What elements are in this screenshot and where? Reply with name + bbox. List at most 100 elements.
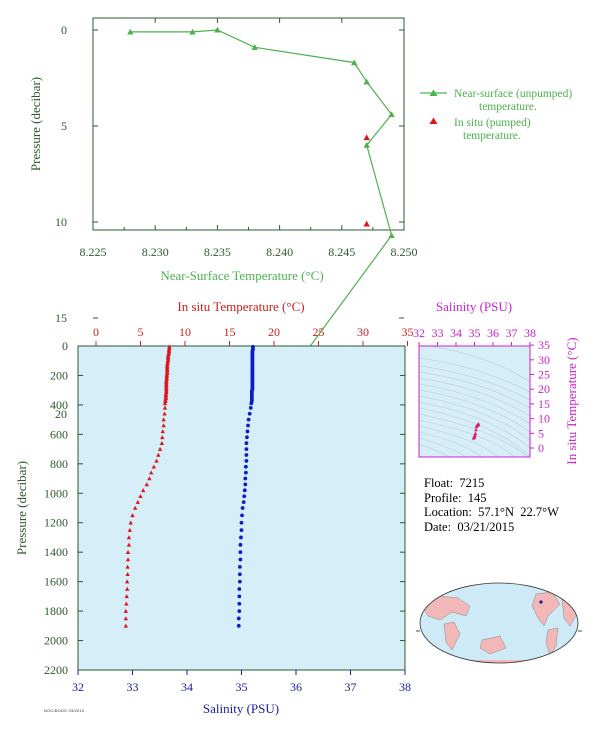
salinity-point xyxy=(243,476,248,481)
temperature-point xyxy=(124,586,130,591)
pressure-tick-label: 600 xyxy=(50,427,68,441)
pressure-tick-label: 0 xyxy=(62,339,68,353)
density-contour xyxy=(419,443,451,457)
legend-near-surface-label: Near-surface (unpumped) temperature. xyxy=(454,88,575,113)
density-contour xyxy=(419,377,530,417)
near-surface-point xyxy=(214,26,221,33)
ts-point xyxy=(473,431,478,435)
ts-point xyxy=(476,421,481,426)
near-surface-point xyxy=(189,28,196,35)
top-y-tick-label: 20 xyxy=(55,407,67,421)
top-x-tick-label: 8.245 xyxy=(328,245,355,259)
in-situ-point xyxy=(363,134,370,141)
temperature-tick-label: 20 xyxy=(268,325,280,339)
salinity-point xyxy=(236,623,241,628)
density-contour xyxy=(419,395,530,441)
salinity-point xyxy=(247,411,252,416)
profile-number: Profile: 145 xyxy=(424,490,487,505)
profile-chart: 0 5 10 15 20 25 30 35 32 33 34 35 36 37 38 0 200 400 600… xyxy=(14,299,414,716)
salinity-point xyxy=(238,542,243,547)
salinity-point xyxy=(246,423,250,428)
temperature-point xyxy=(144,482,149,487)
legend-in-situ-label-line2: temperature. xyxy=(463,130,521,142)
ts-y-tick-label: 5 xyxy=(538,426,544,440)
float-location-marker xyxy=(539,600,543,604)
map-ocean xyxy=(420,583,578,663)
top-y-tick-label: 5 xyxy=(61,119,67,133)
profile-series-layer xyxy=(123,344,255,628)
salinity-tick-label: 34 xyxy=(181,680,193,694)
temperature-point xyxy=(160,429,165,434)
density-contour xyxy=(419,407,530,457)
density-contour xyxy=(419,431,483,457)
top-x-tick-label: 8.225 xyxy=(80,245,107,259)
salinity-point xyxy=(237,609,242,613)
top-y-tick-label: 15 xyxy=(55,311,67,325)
salinity-tick-label: 36 xyxy=(290,680,302,694)
map-land-mass xyxy=(443,621,461,651)
ts-y-axis-title: In situ Temperature (°C) xyxy=(564,337,579,464)
temperature-point xyxy=(161,417,166,422)
salinity-point xyxy=(239,535,243,540)
ts-y-tick-label: 30 xyxy=(538,353,550,367)
top-legend: Near-surface (unpumped) temperature. In … xyxy=(420,88,575,142)
pressure-tick-label: 2000 xyxy=(44,634,68,648)
density-contour xyxy=(419,425,499,457)
map-land-mass xyxy=(545,627,559,657)
temperature-tick-label: 30 xyxy=(357,325,369,339)
ts-x-axis-title: Salinity (PSU) xyxy=(436,299,512,314)
profile-salinity-axis: 32 33 34 35 36 37 38 xyxy=(72,670,411,694)
salinity-point xyxy=(243,464,248,469)
temperature-point xyxy=(163,399,168,403)
density-contour xyxy=(419,413,529,457)
profile-temperature-axis: 0 5 10 15 20 25 30 35 xyxy=(93,325,414,346)
density-contour xyxy=(419,383,530,425)
pressure-tick-label: 1000 xyxy=(44,486,68,500)
salinity-point xyxy=(238,550,243,555)
temperature-tick-label: 25 xyxy=(313,325,325,339)
salinity-point xyxy=(243,482,248,487)
temperature-point xyxy=(125,557,131,562)
salinity-point xyxy=(241,500,246,505)
density-contour xyxy=(419,371,530,409)
ts-x-tick-label: 34 xyxy=(450,326,462,340)
temperature-point xyxy=(124,601,129,606)
top-y-axis-title: Pressure (decibar) xyxy=(28,77,43,171)
in-situ-point xyxy=(363,220,370,227)
ts-y-tick-label: 0 xyxy=(538,441,544,455)
ts-y-tick-label: 35 xyxy=(538,338,550,352)
pressure-tick-label: 400 xyxy=(50,398,68,412)
salinity-point xyxy=(245,429,250,434)
salinity-point xyxy=(240,513,244,518)
ts-point xyxy=(473,433,477,437)
salinity-point xyxy=(244,447,249,451)
temperature-point xyxy=(138,494,143,498)
ts-y-tick-label: 20 xyxy=(538,382,550,396)
temperature-point xyxy=(126,542,132,547)
temperature-point xyxy=(127,527,133,532)
near-surface-point xyxy=(363,78,370,85)
profile-info: Float: 7215 Profile: 145 Location: 57.1°… xyxy=(424,476,559,534)
salinity-point xyxy=(244,458,249,463)
density-contour xyxy=(419,357,530,393)
salinity-tick-label: 38 xyxy=(399,680,411,694)
pressure-tick-label: 1600 xyxy=(44,575,68,589)
temperature-point xyxy=(159,441,165,445)
temperature-point xyxy=(140,488,146,493)
profile-pressure-axis-title: Pressure (decibar) xyxy=(14,461,29,555)
near-surface-point xyxy=(363,142,370,148)
profile-salinity-axis-title: Salinity (PSU) xyxy=(203,701,279,716)
salinity-point xyxy=(239,520,244,525)
ts-y-tick-label: 25 xyxy=(538,368,550,382)
salinity-point xyxy=(237,579,242,584)
density-contour xyxy=(419,401,530,449)
ts-density-contours xyxy=(419,346,530,457)
pressure-tick-label: 200 xyxy=(50,368,68,382)
credit-text: NOC/BODC 03/2015 xyxy=(44,708,85,713)
map-land-mass xyxy=(422,660,578,663)
temperature-point xyxy=(125,564,130,569)
top-x-axis-title: Near-Surface Temperature (°C) xyxy=(160,268,323,283)
density-contour xyxy=(419,437,467,457)
temperature-point xyxy=(125,572,130,577)
